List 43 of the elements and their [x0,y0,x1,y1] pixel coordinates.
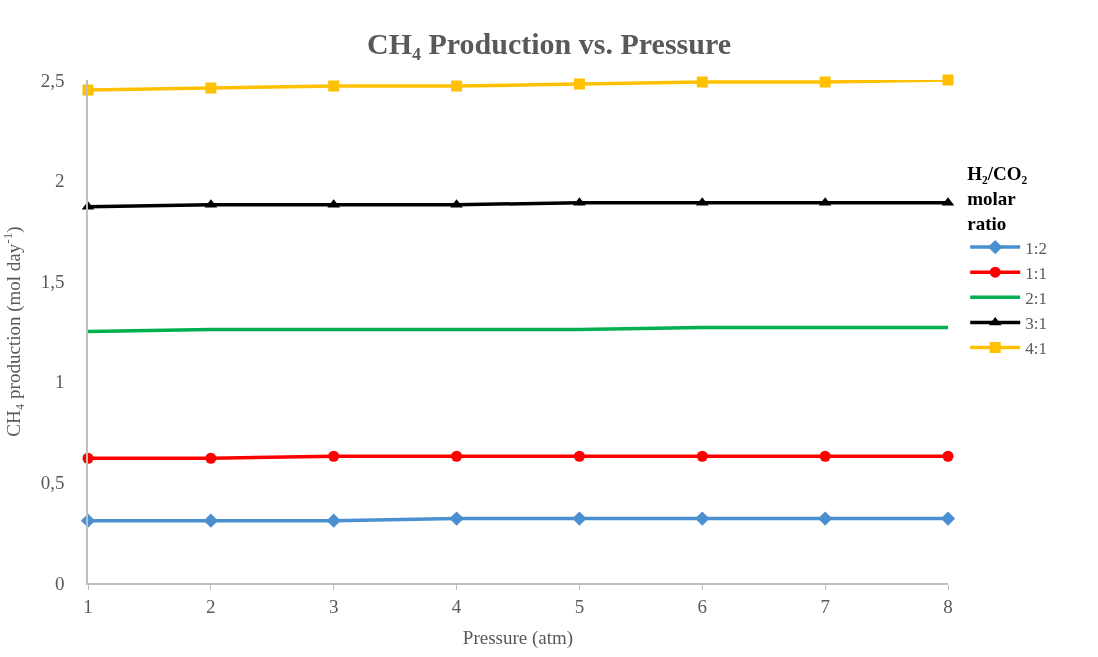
x-tick-label: 5 [574,595,585,617]
point [942,74,954,86]
x-tick-label: 4 [451,595,462,617]
x-axis-title: Pressure (atm) [462,626,574,649]
x-tick-label: 2 [206,595,216,617]
point [451,80,463,92]
point [940,511,956,526]
y-tick-label: 2,5 [40,69,65,91]
point [449,511,464,526]
point [573,78,585,90]
point [817,511,833,526]
x-tick-label: 3 [328,595,339,617]
x-tick-label: 7 [820,595,830,617]
point [696,450,708,462]
legend-label: 3:1 [1025,314,1047,334]
point [695,511,710,526]
point [328,450,340,462]
legend-title: H₂/CO₂ molar ratio [967,163,1028,234]
x-tick-label: 8 [943,595,953,617]
point [205,452,217,464]
point [203,513,219,528]
point [328,80,340,92]
point [819,450,831,462]
point [573,450,585,462]
point [451,450,463,462]
point [942,450,954,462]
y-tick-label: 0,5 [40,472,65,494]
legend-label: 2:1 [1025,288,1047,308]
point [326,513,341,528]
y-tick-label: 0 [54,572,65,594]
x-tick-label: 1 [83,595,93,617]
y-tick-label: 2 [54,170,65,192]
legend-label: 1:2 [1025,238,1047,258]
legend-label: 1:1 [1025,263,1047,283]
legend-label: 4:1 [1025,339,1047,359]
y-tick-label: 1,5 [40,270,65,292]
point [819,76,831,88]
chart-title: CH₄ Production vs. Pressure [367,26,731,60]
point [205,82,217,94]
point [572,511,587,526]
y-tick-label: 1 [54,371,65,393]
x-tick-label: 6 [697,595,708,617]
point [696,76,708,88]
